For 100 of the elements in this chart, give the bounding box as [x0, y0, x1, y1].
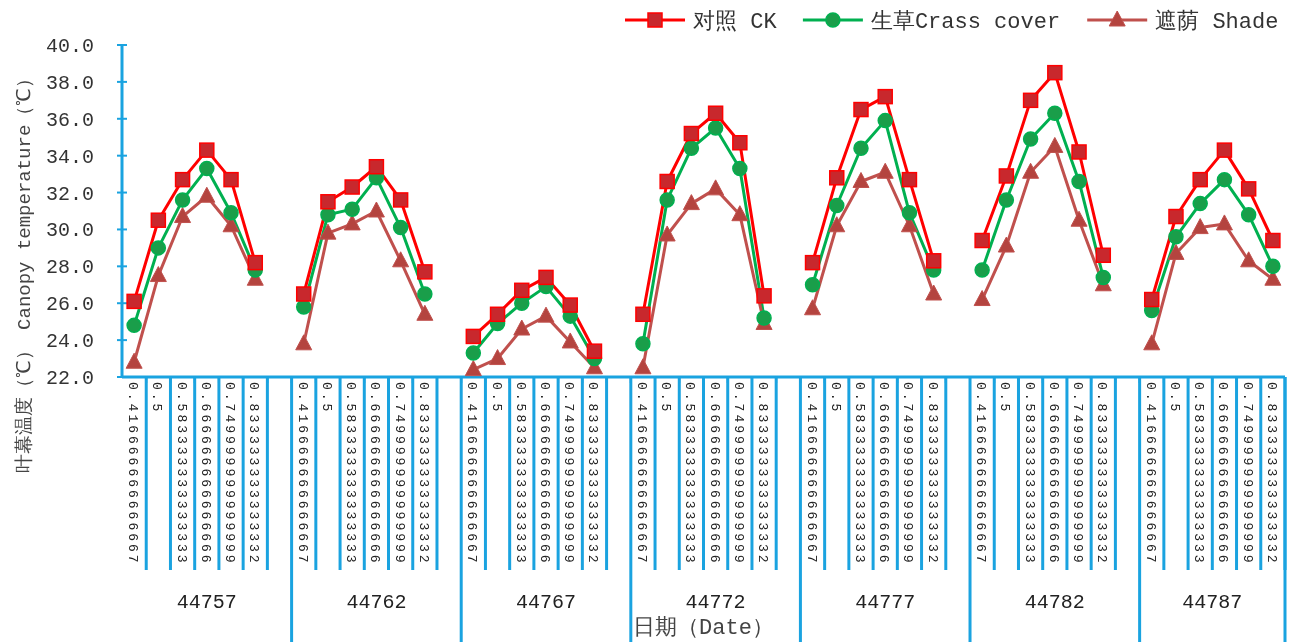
- y-tick-label: 32.0: [45, 182, 94, 206]
- point: [1168, 229, 1184, 245]
- point: [537, 306, 555, 323]
- text: 44757: [176, 591, 237, 614]
- x-tick-label: 0.5: [658, 382, 674, 415]
- x-tick-label: 0.5: [997, 382, 1013, 415]
- point: [877, 88, 893, 105]
- point: [149, 266, 167, 283]
- y-axis-title: 叶幕温度（℃） Canopy temperature（℃）: [13, 68, 36, 474]
- point: [538, 269, 554, 286]
- x-tick-label: 0.583333333333333: [343, 382, 359, 566]
- point: [343, 214, 361, 231]
- point: [998, 168, 1015, 184]
- point: [1022, 162, 1040, 179]
- x-tick-label: 0.749999999999999: [391, 382, 407, 566]
- x-tick-label: 0.666666666666666: [197, 382, 213, 566]
- y-tick-label: 40.0: [45, 35, 94, 58]
- point: [1240, 251, 1258, 268]
- point: [707, 120, 724, 136]
- point: [1070, 210, 1088, 227]
- point: [198, 186, 216, 203]
- x-axis-title: 日期（Date）: [633, 616, 774, 641]
- point: [126, 293, 142, 310]
- point: [683, 125, 700, 142]
- point: [247, 254, 264, 271]
- x-tick-label: 0.416666666666667: [803, 382, 819, 566]
- point: [732, 135, 748, 151]
- x-tick-label: 0.833333333333332: [585, 382, 601, 566]
- point: [1143, 334, 1161, 351]
- text: 44777: [855, 591, 916, 614]
- point: [852, 171, 870, 188]
- x-tick-label: 0.5: [827, 382, 843, 415]
- y-tick-label: 38.0: [45, 71, 94, 95]
- point: [464, 360, 482, 377]
- point: [489, 349, 507, 366]
- point: [1022, 92, 1039, 109]
- point: [295, 286, 312, 302]
- point: [731, 205, 749, 222]
- point: [1215, 214, 1233, 231]
- point: [392, 192, 409, 208]
- point: [392, 219, 409, 236]
- point: [223, 171, 239, 188]
- point: [1265, 258, 1281, 275]
- point: [659, 192, 675, 208]
- point: [1046, 136, 1064, 153]
- y-tick-label: 24.0: [45, 330, 94, 354]
- x-tick-label: 0.666666666666666: [706, 382, 722, 566]
- x-tick-label: 0.583333333333333: [1021, 382, 1037, 566]
- point: [1095, 247, 1112, 264]
- point: [417, 264, 433, 280]
- x-tick-label: 0.666666666666666: [367, 382, 383, 566]
- point: [974, 262, 990, 278]
- point: [150, 212, 167, 228]
- x-tick-label: 0.416666666666667: [464, 382, 480, 566]
- point: [804, 254, 821, 271]
- x-tick-label: 0.833333333333332: [246, 382, 262, 566]
- point: [853, 140, 869, 157]
- point: [174, 192, 191, 208]
- point: [901, 171, 918, 188]
- point: [997, 236, 1015, 253]
- point: [513, 319, 531, 336]
- point: [561, 332, 579, 349]
- point: [756, 288, 772, 304]
- point: [392, 251, 410, 268]
- point: [877, 112, 893, 129]
- point: [125, 352, 143, 369]
- point: [707, 105, 724, 121]
- point: [344, 201, 360, 217]
- point: [901, 205, 918, 221]
- point: [828, 216, 846, 233]
- point: [634, 358, 652, 375]
- point: [659, 173, 675, 190]
- point: [853, 101, 869, 118]
- legend-label: 遮荫 Shade: [1155, 9, 1279, 35]
- x-tick-label: 0.833333333333332: [924, 382, 940, 566]
- point: [514, 282, 530, 299]
- point: [416, 304, 434, 321]
- point: [1265, 232, 1281, 249]
- x-tick-label: 0.749999999999999: [1070, 382, 1086, 566]
- point: [1240, 206, 1257, 223]
- point: [1192, 195, 1208, 212]
- point: [925, 253, 942, 269]
- x-tick-label: 0.416666666666667: [1142, 382, 1158, 566]
- x-tick-label: 0.5: [149, 382, 165, 415]
- text: 44772: [685, 591, 746, 614]
- point: [174, 207, 192, 224]
- point: [1047, 105, 1063, 121]
- y-tick-label: 34.0: [45, 145, 94, 169]
- point: [707, 179, 725, 196]
- point: [1216, 142, 1233, 158]
- point: [150, 240, 167, 256]
- legend-label: 对照 CK: [693, 9, 778, 35]
- x-tick-label: 0.583333333333333: [173, 382, 189, 566]
- x-tick-label: 0.749999999999999: [222, 382, 238, 566]
- point: [174, 171, 191, 188]
- x-tick-label: 0.416666666666667: [125, 382, 141, 566]
- x-tick-label: 0.5: [318, 382, 334, 415]
- y-tick-label: 36.0: [45, 108, 94, 132]
- x-tick-label: 0.5: [488, 382, 504, 415]
- point: [829, 197, 845, 214]
